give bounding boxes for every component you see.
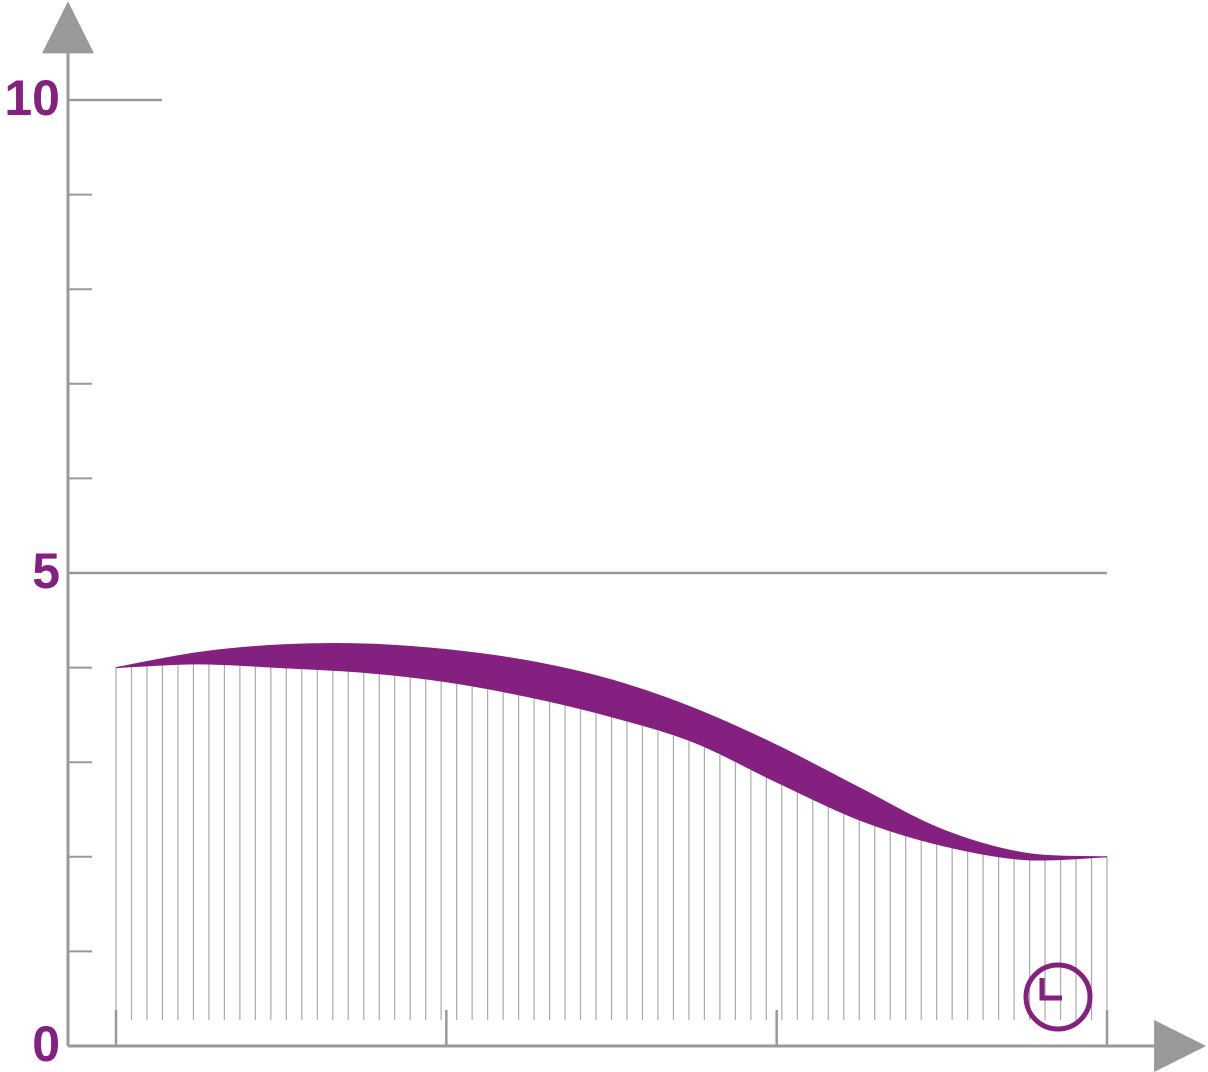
y-tick-label: 0 [32, 1016, 60, 1072]
band-edge [115, 663, 1108, 861]
x-axis-arrow [1154, 1020, 1207, 1072]
y-tick-label: 10 [4, 70, 60, 126]
band-edge [115, 643, 1108, 858]
band-area [116, 643, 1107, 861]
clock-icon [1023, 962, 1093, 1032]
y-axis-arrow [42, 1, 94, 54]
y-tick-label: 5 [32, 543, 60, 599]
